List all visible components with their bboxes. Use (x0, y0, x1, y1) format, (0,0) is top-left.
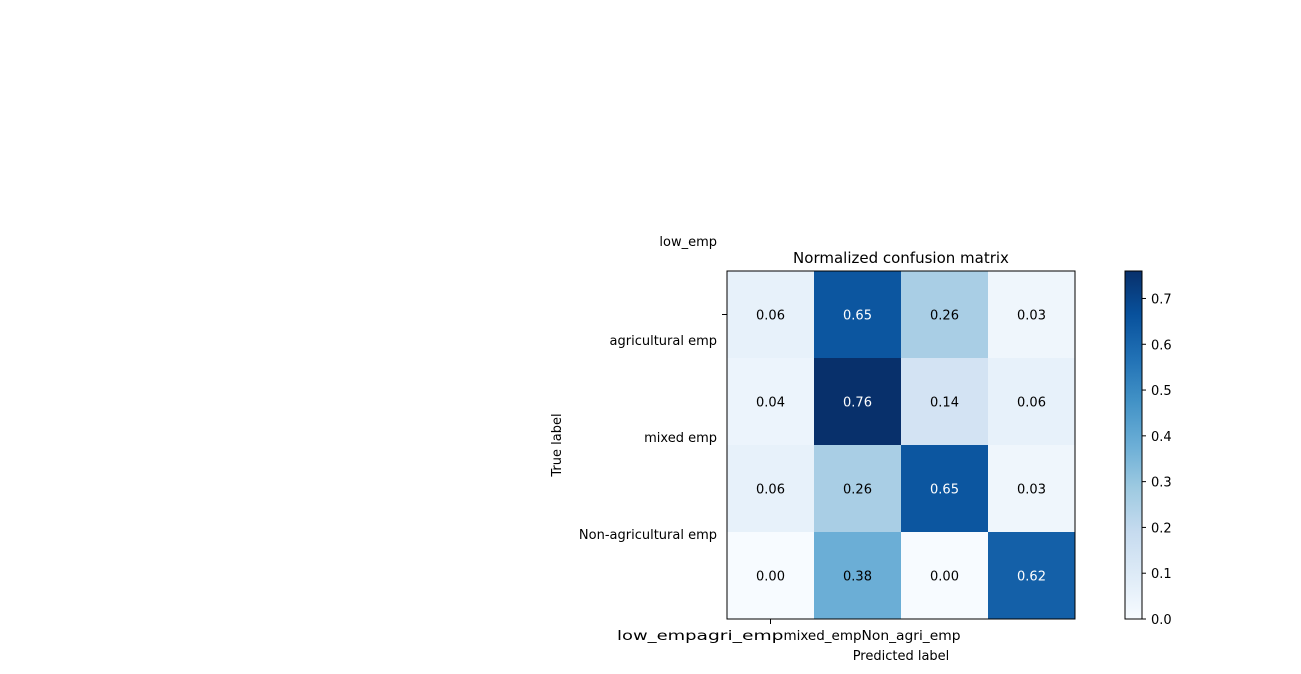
cell-value-label: 0.00 (756, 570, 785, 585)
heatmap-cell (727, 271, 814, 358)
heatmap-cell (901, 271, 988, 358)
heatmap-cells (727, 271, 1075, 619)
heatmap-cell (727, 445, 814, 532)
cell-value-label: 0.38 (843, 570, 872, 585)
y-axis-label: True label (550, 413, 565, 477)
cell-value-label: 0.62 (1017, 570, 1046, 585)
cell-value-label: 0.06 (756, 309, 785, 324)
cell-value-label: 0.14 (930, 396, 959, 411)
colorbar-tick-label: 0.5 (1151, 384, 1172, 399)
chart-title: Normalized confusion matrix (793, 249, 1009, 267)
colorbar-tick-label: 0.3 (1151, 476, 1172, 491)
x-tick-label: low_emp (617, 629, 697, 644)
heatmap-cell (901, 358, 988, 445)
cell-value-label: 0.26 (843, 483, 872, 498)
heatmap-cell (988, 358, 1075, 445)
colorbar-ticks: 0.0 0.1 0.2 0.3 0.4 0.5 0.6 0.7 (1142, 292, 1172, 628)
x-axis-ticks: low_emp agri_emp mixed_emp Non_agri_emp (617, 619, 961, 644)
heatmap-cell (988, 532, 1075, 619)
heatmap-cell (988, 445, 1075, 532)
cell-value-label: 0.04 (756, 396, 785, 411)
colorbar-tick-label: 0.4 (1151, 430, 1172, 445)
x-tick-label: mixed_emp (784, 629, 862, 644)
cell-value-label: 0.00 (930, 570, 959, 585)
cell-value-label: 0.06 (1017, 396, 1046, 411)
cell-value-label: 0.06 (756, 483, 785, 498)
x-tick-label: Non_agri_emp (862, 629, 961, 644)
colorbar-tick-label: 0.2 (1151, 521, 1172, 536)
colorbar (1124, 270, 1143, 620)
heatmap-cell (727, 358, 814, 445)
y-tick-label: agricultural emp (610, 334, 717, 349)
cell-value-label: 0.65 (930, 483, 959, 498)
heatmap-cell (988, 271, 1075, 358)
heatmap-cell-labels: 0.06 0.65 0.26 0.03 0.04 0.76 0.14 0.06 0.06 0.26… (756, 309, 1046, 585)
heatmap-cell (727, 532, 814, 619)
y-tick-label: low_emp (659, 235, 717, 250)
x-tick-label: agri_emp (697, 629, 784, 644)
heatmap-cell (814, 532, 901, 619)
cell-value-label: 0.03 (1017, 309, 1046, 324)
cell-value-label: 0.76 (843, 396, 872, 411)
cell-value-label: 0.03 (1017, 483, 1046, 498)
y-tick-label: Non-agricultural emp (579, 528, 717, 543)
heatmap-cell (814, 358, 901, 445)
cell-value-label: 0.65 (843, 309, 872, 324)
colorbar-tick-label: 0.1 (1151, 567, 1172, 582)
heatmap-cell (814, 271, 901, 358)
colorbar-tick-label: 0.6 (1151, 338, 1172, 353)
x-axis-label: Predicted label (853, 649, 950, 664)
plot-frame (726, 270, 1076, 620)
colorbar-tick-label: 0.7 (1151, 292, 1172, 307)
y-tick-label: mixed emp (644, 431, 717, 446)
y-axis-ticks: low_emp agricultural emp mixed emp Non-agri… (579, 235, 727, 543)
colorbar-tick-label: 0.0 (1151, 613, 1172, 628)
heatmap-cell (901, 445, 988, 532)
cell-value-label: 0.26 (930, 309, 959, 324)
heatmap-cell (901, 532, 988, 619)
heatmap-cell (814, 445, 901, 532)
